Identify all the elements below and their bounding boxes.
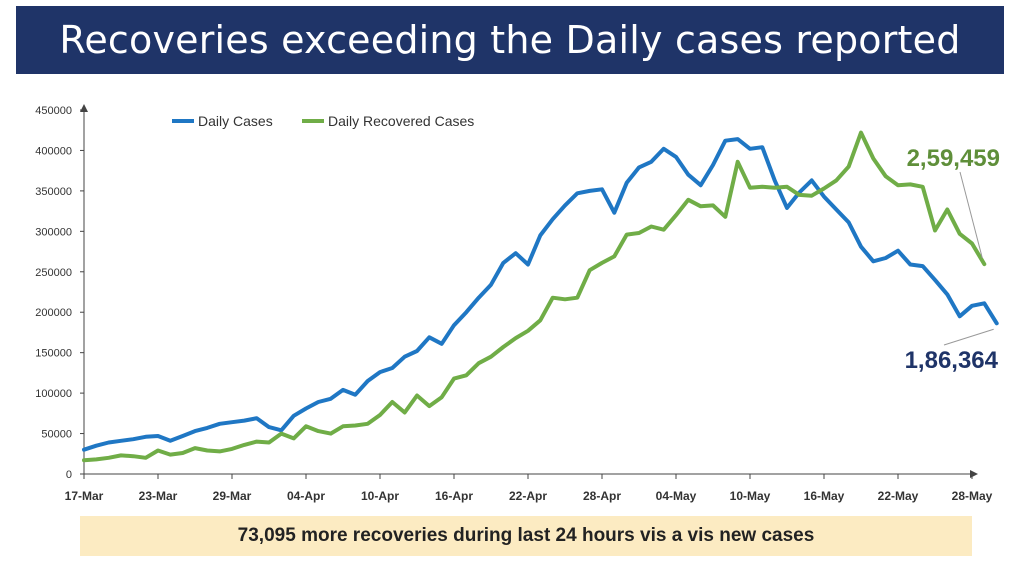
x-tick-label: 22-May	[878, 489, 919, 503]
x-tick-label: 16-May	[804, 489, 845, 503]
y-tick-label: 0	[66, 469, 72, 481]
x-tick-label: 23-Mar	[139, 489, 178, 503]
y-tick-label: 150000	[35, 348, 72, 360]
y-tick-label: 50000	[41, 429, 72, 441]
y-tick-label: 400000	[35, 145, 72, 157]
annotation-leader-daily	[943, 328, 994, 346]
y-axis-arrow	[80, 104, 88, 112]
x-tick-label: 22-Apr	[509, 489, 547, 503]
y-tick-label: 200000	[35, 307, 72, 319]
annotation-leader-recovered	[959, 171, 983, 259]
x-tick-label: 28-Apr	[583, 489, 621, 503]
title-banner: Recoveries exceeding the Daily cases rep…	[16, 6, 1004, 74]
x-tick-label: 10-May	[730, 489, 771, 503]
x-tick-label: 10-Apr	[361, 489, 399, 503]
legend-label: Daily Recovered Cases	[328, 113, 474, 129]
y-tick-label: 350000	[35, 186, 72, 198]
x-tick-label: 04-Apr	[287, 489, 325, 503]
x-axis-arrow	[970, 470, 978, 478]
x-tick-label: 17-Mar	[65, 489, 104, 503]
annotation-daily-value: 1,86,364	[905, 347, 999, 374]
summary-callout: 73,095 more recoveries during last 24 ho…	[80, 516, 972, 556]
y-tick-label: 100000	[35, 388, 72, 400]
y-tick-label: 250000	[35, 267, 72, 279]
annotations: 2,59,459 1,86,364	[905, 145, 1000, 374]
legend-label: Daily Cases	[198, 113, 273, 129]
annotation-recovered-value: 2,59,459	[907, 145, 1000, 172]
summary-text: 73,095 more recoveries during last 24 ho…	[237, 525, 815, 546]
page-title: Recoveries exceeding the Daily cases rep…	[59, 18, 961, 62]
axis-layer: 450000 400000 350000 300000 250000 200000 1500…	[35, 104, 993, 503]
x-tick-label: 16-Apr	[435, 489, 473, 503]
series-line-recovered-cases	[82, 130, 987, 463]
legend: Daily Cases Daily Recovered Cases	[172, 113, 474, 129]
series-line-daily-cases	[82, 137, 999, 452]
y-tick-label: 450000	[35, 105, 72, 117]
y-tick-label: 300000	[35, 226, 72, 238]
x-tick-label: 29-Mar	[213, 489, 252, 503]
x-tick-label: 28-May	[952, 489, 993, 503]
series-layer	[82, 130, 999, 463]
x-tick-label: 04-May	[656, 489, 697, 503]
